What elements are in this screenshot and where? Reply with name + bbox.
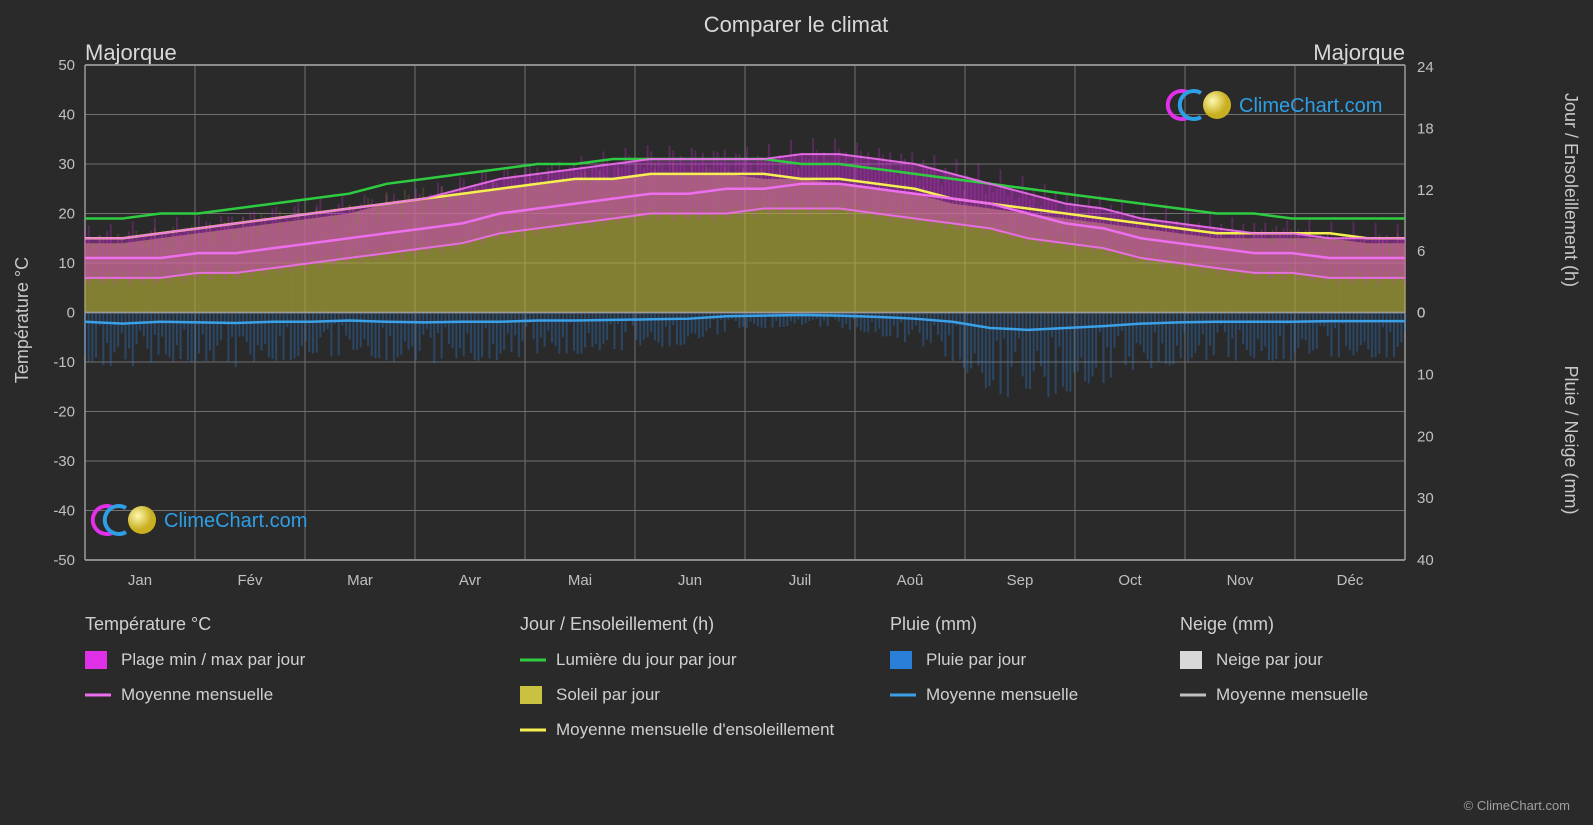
x-tick: Jun bbox=[678, 572, 702, 589]
legend-swatch-box bbox=[1180, 651, 1202, 669]
y-left-tick: 10 bbox=[58, 255, 75, 272]
y-left-tick: -20 bbox=[53, 404, 75, 421]
y-right-bottom-tick: 30 bbox=[1417, 490, 1434, 507]
x-tick: Mai bbox=[568, 572, 592, 589]
y-left-tick: 50 bbox=[58, 57, 75, 74]
y-left-tick: -30 bbox=[53, 453, 75, 470]
x-tick: Oct bbox=[1118, 572, 1142, 589]
x-tick: Fév bbox=[237, 572, 263, 589]
legend-header: Pluie (mm) bbox=[890, 614, 977, 634]
legend-label: Pluie par jour bbox=[926, 650, 1027, 669]
y-right-top-tick: 18 bbox=[1417, 120, 1434, 137]
copyright-text: © ClimeChart.com bbox=[1464, 798, 1570, 813]
location-right: Majorque bbox=[1313, 40, 1405, 65]
legend-label: Soleil par jour bbox=[556, 685, 660, 704]
y-right-bottom-tick: 20 bbox=[1417, 428, 1434, 445]
x-tick: Juil bbox=[789, 572, 812, 589]
legend-label: Plage min / max par jour bbox=[121, 650, 306, 669]
y-left-tick: 40 bbox=[58, 107, 75, 124]
legend-header: Neige (mm) bbox=[1180, 614, 1274, 634]
climate-chart: Comparer le climat Majorque Majorque -50… bbox=[0, 0, 1593, 825]
legend-header: Jour / Ensoleillement (h) bbox=[520, 614, 714, 634]
x-tick: Nov bbox=[1227, 572, 1254, 589]
y-right-bottom-tick: 40 bbox=[1417, 552, 1434, 569]
y-right-bottom-tick: 0 bbox=[1417, 305, 1425, 322]
watermark-label: ClimeChart.com bbox=[1239, 95, 1382, 117]
legend-label: Moyenne mensuelle bbox=[121, 685, 273, 704]
y-right-bottom-tick: 10 bbox=[1417, 366, 1434, 383]
x-tick: Avr bbox=[459, 572, 481, 589]
legend-label: Moyenne mensuelle bbox=[926, 685, 1078, 704]
legend-label: Lumière du jour par jour bbox=[556, 650, 737, 669]
y-left-tick: -50 bbox=[53, 552, 75, 569]
y-left-tick: -40 bbox=[53, 503, 75, 520]
location-left: Majorque bbox=[85, 40, 177, 65]
y-right-top-tick: 6 bbox=[1417, 243, 1425, 260]
legend-swatch-box bbox=[890, 651, 912, 669]
x-tick: Sep bbox=[1007, 572, 1034, 589]
y-left-tick: -10 bbox=[53, 354, 75, 371]
legend-label: Moyenne mensuelle d'ensoleillement bbox=[556, 720, 835, 739]
watermark-label: ClimeChart.com bbox=[164, 510, 307, 532]
y-left-tick: 30 bbox=[58, 156, 75, 173]
chart-title: Comparer le climat bbox=[704, 12, 889, 37]
logo-sun bbox=[128, 506, 156, 534]
legend-label: Moyenne mensuelle bbox=[1216, 685, 1368, 704]
x-tick: Jan bbox=[128, 572, 152, 589]
y-right-top-tick: 12 bbox=[1417, 182, 1434, 199]
chart-svg: Comparer le climat Majorque Majorque -50… bbox=[0, 0, 1593, 825]
legend-label: Neige par jour bbox=[1216, 650, 1323, 669]
y-left-tick: 0 bbox=[67, 305, 75, 322]
y-left-tick: 20 bbox=[58, 206, 75, 223]
y-right-top-tick: 24 bbox=[1417, 59, 1434, 76]
y-left-label: Température °C bbox=[12, 257, 32, 383]
y-right-bottom-label: Pluie / Neige (mm) bbox=[1561, 365, 1581, 514]
legend-swatch-box bbox=[520, 686, 542, 704]
y-right-top-label: Jour / Ensoleillement (h) bbox=[1561, 93, 1581, 287]
x-tick: Déc bbox=[1337, 572, 1364, 589]
legend-swatch-box bbox=[85, 651, 107, 669]
x-tick: Mar bbox=[347, 572, 373, 589]
legend-header: Température °C bbox=[85, 614, 211, 634]
logo-sun bbox=[1203, 91, 1231, 119]
x-tick: Aoû bbox=[897, 572, 924, 589]
